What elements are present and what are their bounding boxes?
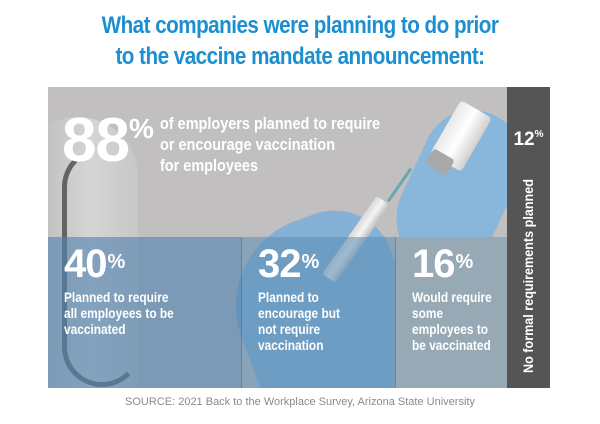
headline-description: of employers planned to require or encou… <box>160 113 380 176</box>
headline-line-3: for employees <box>159 156 258 175</box>
stat-description: Planned to require all employees to be v… <box>64 289 174 337</box>
title-line-2: to the vaccine mandate announcement: <box>115 43 485 70</box>
stat-value: 32% <box>258 242 319 286</box>
source-credit: SOURCE: 2021 Back to the Workplace Surve… <box>125 396 475 408</box>
headline-stat: 88 % of employers planned to require or … <box>62 106 419 176</box>
headline-line-2: or encourage vaccination <box>159 135 335 154</box>
stat-panel-encourage: 32% Planned to encourage but not require… <box>241 237 396 388</box>
infographic-graphic: 88 % of employers planned to require or … <box>48 87 550 388</box>
infographic-title: What companies were planning to do prior… <box>42 10 558 72</box>
sidebar-value: 12% <box>513 129 544 150</box>
headline-unit: % <box>128 113 154 144</box>
sidebar-description: No formal requirements planned <box>520 179 536 373</box>
stat-description: Would require some employees to be vacci… <box>412 289 492 353</box>
title-line-1: What companies were planning to do prior <box>101 12 499 39</box>
headline-value: 88 <box>62 106 130 175</box>
stat-value: 40% <box>64 242 125 286</box>
stat-panel-require-all: 40% Planned to require all employees to … <box>48 237 241 388</box>
stat-sidebar-no-requirements: 12% No formal requirements planned <box>507 87 550 388</box>
headline-line-1: of employers planned to require <box>159 114 380 133</box>
stat-panel-require-some: 16% Would require some employees to be v… <box>395 237 508 388</box>
stat-value: 16% <box>412 242 473 286</box>
stat-description: Planned to encourage but not require vac… <box>258 289 340 353</box>
